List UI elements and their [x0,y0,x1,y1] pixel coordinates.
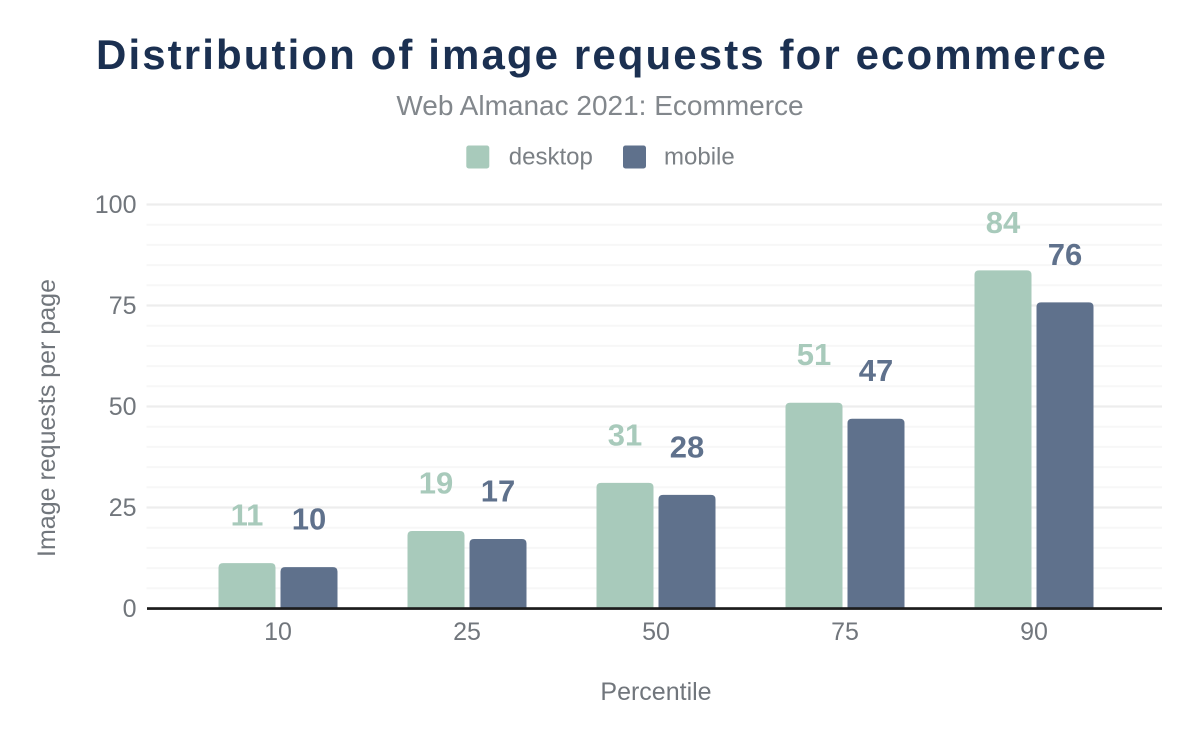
svg-text:90: 90 [1020,618,1048,646]
svg-text:76: 76 [1048,237,1082,272]
svg-text:25: 25 [109,494,137,522]
svg-text:17: 17 [481,474,515,509]
svg-text:Web Almanac 2021: Ecommerce: Web Almanac 2021: Ecommerce [396,90,803,121]
svg-text:0: 0 [123,595,137,623]
svg-text:100: 100 [95,191,137,219]
svg-text:Percentile: Percentile [600,678,711,706]
svg-text:31: 31 [608,417,642,452]
svg-text:47: 47 [859,353,893,388]
svg-text:10: 10 [264,618,292,646]
svg-text:10: 10 [292,502,326,537]
svg-text:Distribution of image requests: Distribution of image requests for ecomm… [96,31,1108,78]
svg-text:28: 28 [670,429,704,464]
svg-text:Image requests per page: Image requests per page [33,279,61,557]
svg-text:84: 84 [986,205,1021,240]
svg-text:19: 19 [419,466,453,501]
svg-text:75: 75 [831,618,859,646]
svg-text:desktop: desktop [509,143,593,170]
svg-text:mobile: mobile [664,143,735,170]
svg-text:75: 75 [109,292,137,320]
svg-text:25: 25 [453,618,481,646]
svg-text:51: 51 [797,337,831,372]
svg-text:50: 50 [109,393,137,421]
svg-text:50: 50 [642,618,670,646]
svg-text:11: 11 [231,498,264,533]
